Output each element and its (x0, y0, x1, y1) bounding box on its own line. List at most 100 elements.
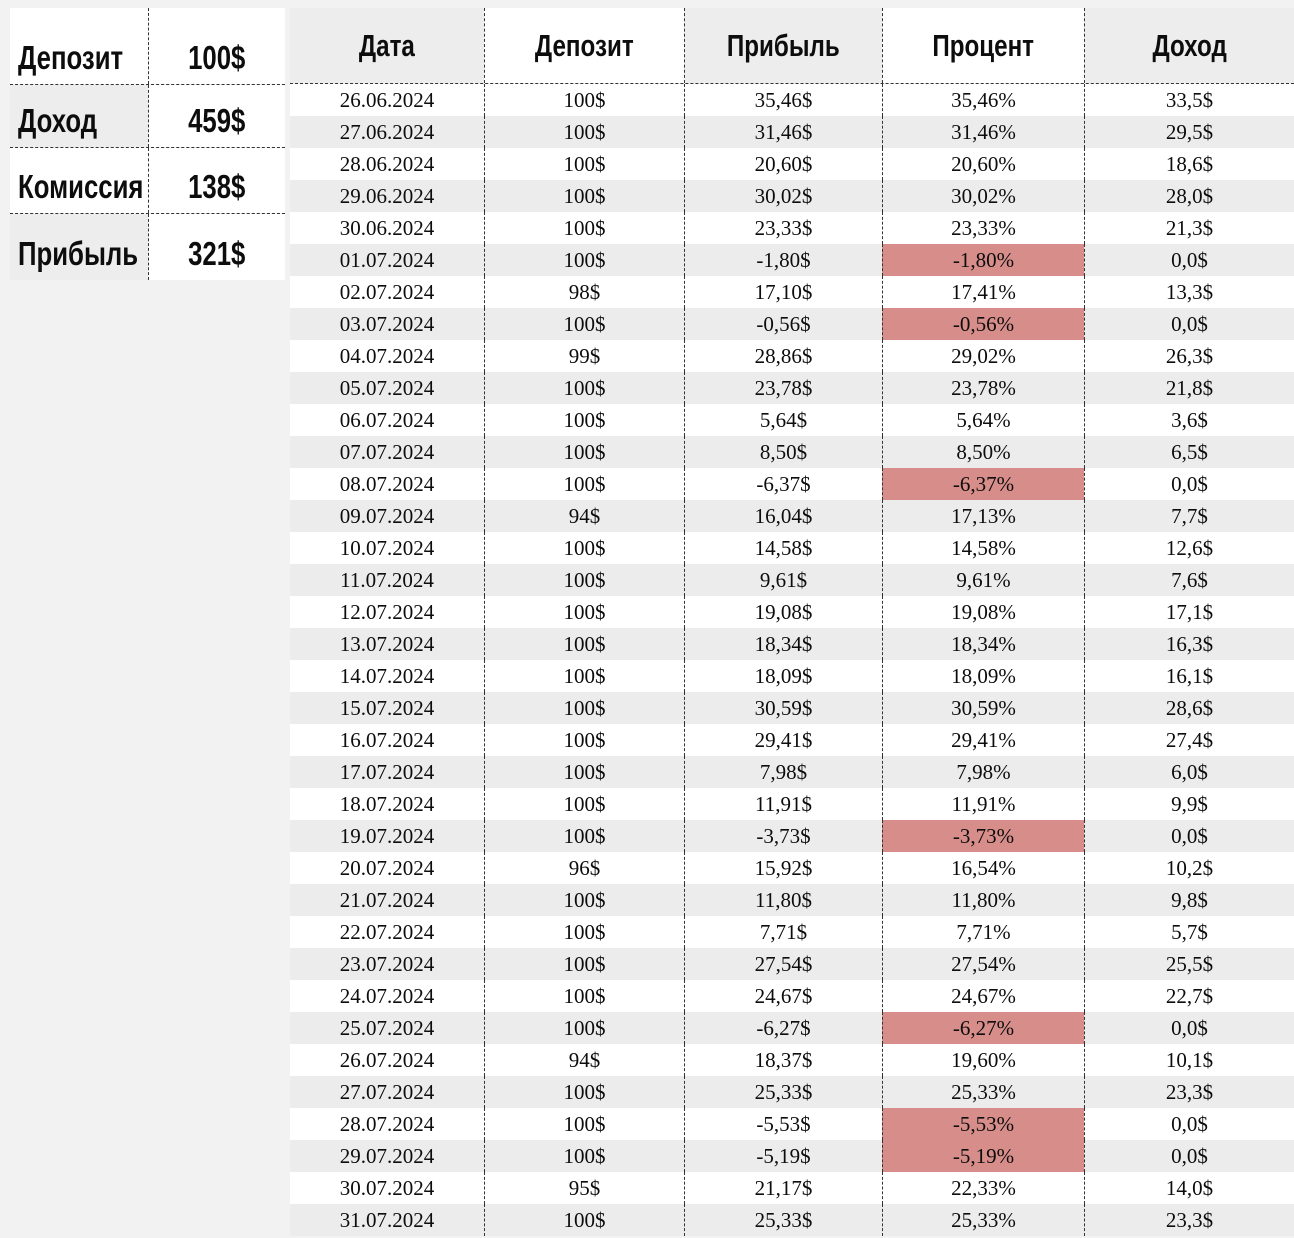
cell[interactable]: 100$ (484, 948, 684, 980)
cell[interactable]: 23,78% (882, 372, 1084, 404)
cell[interactable]: 94$ (484, 1044, 684, 1076)
cell[interactable]: 24.07.2024 (290, 980, 484, 1012)
cell[interactable]: 100$ (484, 532, 684, 564)
cell[interactable]: 27.07.2024 (290, 1076, 484, 1108)
cell[interactable]: 24,67% (882, 980, 1084, 1012)
cell[interactable]: 29.06.2024 (290, 180, 484, 212)
cell[interactable]: -3,73$ (684, 820, 882, 852)
cell[interactable]: 27.06.2024 (290, 116, 484, 148)
cell[interactable]: 30,59$ (684, 692, 882, 724)
cell[interactable]: 26.07.2024 (290, 1044, 484, 1076)
percent-cell-negative-highlight[interactable]: -3,73% (882, 820, 1084, 852)
cell[interactable]: 100$ (484, 372, 684, 404)
cell[interactable]: 28.07.2024 (290, 1108, 484, 1140)
cell[interactable]: 07.07.2024 (290, 436, 484, 468)
column-header-deposit[interactable]: Депозит (484, 8, 684, 83)
cell[interactable]: 20,60% (882, 148, 1084, 180)
cell[interactable]: 100$ (484, 884, 684, 916)
cell[interactable]: 08.07.2024 (290, 468, 484, 500)
cell[interactable]: 100$ (484, 180, 684, 212)
cell[interactable]: 8,50$ (684, 436, 882, 468)
cell[interactable]: 7,98$ (684, 756, 882, 788)
cell[interactable]: 9,61$ (684, 564, 882, 596)
cell[interactable]: 100$ (484, 1140, 684, 1172)
cell[interactable]: 100$ (484, 404, 684, 436)
cell[interactable]: 26,3$ (1084, 340, 1294, 372)
cell[interactable]: 0,0$ (1084, 244, 1294, 276)
cell[interactable]: 100$ (484, 468, 684, 500)
cell[interactable]: 100$ (484, 724, 684, 756)
cell[interactable]: 25,33$ (684, 1076, 882, 1108)
cell[interactable]: 6,0$ (1084, 756, 1294, 788)
cell[interactable]: 11,91% (882, 788, 1084, 820)
cell[interactable]: 5,64% (882, 404, 1084, 436)
cell[interactable]: 25,33% (882, 1204, 1084, 1236)
cell[interactable]: 23,78$ (684, 372, 882, 404)
cell[interactable]: 100$ (484, 84, 684, 116)
cell[interactable]: 100$ (484, 116, 684, 148)
cell[interactable]: 11.07.2024 (290, 564, 484, 596)
cell[interactable]: 5,7$ (1084, 916, 1294, 948)
cell[interactable]: 0,0$ (1084, 1012, 1294, 1044)
cell[interactable]: 21,3$ (1084, 212, 1294, 244)
cell[interactable]: 15.07.2024 (290, 692, 484, 724)
summary-value-cell-deposit[interactable]: 100$ (148, 8, 285, 84)
cell[interactable]: -6,27$ (684, 1012, 882, 1044)
cell[interactable]: 100$ (484, 308, 684, 340)
cell[interactable]: 100$ (484, 436, 684, 468)
cell[interactable]: 14.07.2024 (290, 660, 484, 692)
cell[interactable]: 29,41% (882, 724, 1084, 756)
cell[interactable]: 11,80$ (684, 884, 882, 916)
cell[interactable]: 9,8$ (1084, 884, 1294, 916)
cell[interactable]: 28,0$ (1084, 180, 1294, 212)
cell[interactable]: 01.07.2024 (290, 244, 484, 276)
cell[interactable]: 100$ (484, 660, 684, 692)
cell[interactable]: 22,33% (882, 1172, 1084, 1204)
column-header-income[interactable]: Доход (1084, 8, 1294, 83)
cell[interactable]: 21,8$ (1084, 372, 1294, 404)
percent-cell-negative-highlight[interactable]: -5,53% (882, 1108, 1084, 1140)
cell[interactable]: 09.07.2024 (290, 500, 484, 532)
cell[interactable]: 8,50% (882, 436, 1084, 468)
cell[interactable]: 20.07.2024 (290, 852, 484, 884)
cell[interactable]: 25,5$ (1084, 948, 1294, 980)
cell[interactable]: 17,1$ (1084, 596, 1294, 628)
cell[interactable]: 25.07.2024 (290, 1012, 484, 1044)
cell[interactable]: 100$ (484, 1108, 684, 1140)
cell[interactable]: 10,2$ (1084, 852, 1294, 884)
cell[interactable]: 17,10$ (684, 276, 882, 308)
cell[interactable]: 100$ (484, 1012, 684, 1044)
cell[interactable]: 19,60% (882, 1044, 1084, 1076)
cell[interactable]: 13.07.2024 (290, 628, 484, 660)
cell[interactable]: 30,02$ (684, 180, 882, 212)
cell[interactable]: 23,33% (882, 212, 1084, 244)
cell[interactable]: 03.07.2024 (290, 308, 484, 340)
percent-cell-negative-highlight[interactable]: -6,27% (882, 1012, 1084, 1044)
cell[interactable]: 16.07.2024 (290, 724, 484, 756)
cell[interactable]: 18,37$ (684, 1044, 882, 1076)
cell[interactable]: 12.07.2024 (290, 596, 484, 628)
cell[interactable]: 23,3$ (1084, 1204, 1294, 1236)
cell[interactable]: 19,08% (882, 596, 1084, 628)
cell[interactable]: 17,13% (882, 500, 1084, 532)
cell[interactable]: 14,58% (882, 532, 1084, 564)
cell[interactable]: 22.07.2024 (290, 916, 484, 948)
summary-label-cell-income[interactable]: Доход (10, 85, 148, 147)
cell[interactable]: 9,61% (882, 564, 1084, 596)
cell[interactable]: 100$ (484, 756, 684, 788)
percent-cell-negative-highlight[interactable]: -1,80% (882, 244, 1084, 276)
cell[interactable]: 100$ (484, 244, 684, 276)
cell[interactable]: 100$ (484, 596, 684, 628)
percent-cell-negative-highlight[interactable]: -0,56% (882, 308, 1084, 340)
cell[interactable]: 25,33% (882, 1076, 1084, 1108)
cell[interactable]: 29,41$ (684, 724, 882, 756)
cell[interactable]: 3,6$ (1084, 404, 1294, 436)
summary-label-cell-deposit[interactable]: Депозит (10, 8, 148, 84)
cell[interactable]: -5,19$ (684, 1140, 882, 1172)
cell[interactable]: 02.07.2024 (290, 276, 484, 308)
summary-value-cell-income[interactable]: 459$ (148, 85, 285, 147)
cell[interactable]: 28,86$ (684, 340, 882, 372)
cell[interactable]: 20,60$ (684, 148, 882, 180)
cell[interactable]: 27,54$ (684, 948, 882, 980)
cell[interactable]: -5,53$ (684, 1108, 882, 1140)
